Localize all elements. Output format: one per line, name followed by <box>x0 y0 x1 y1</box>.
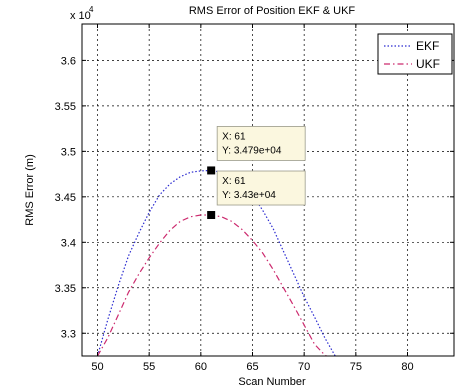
series-line-ekf <box>96 169 336 356</box>
y-tick-label: 3.55 <box>55 101 76 113</box>
y-tick-label: 3.4 <box>61 237 76 249</box>
y-tick-label: 3.5 <box>61 146 76 158</box>
y-exponent-label: x 10 <box>70 10 91 22</box>
x-tick-label: 80 <box>401 361 413 373</box>
datatip-marker <box>207 211 216 220</box>
x-tick-label: 50 <box>91 361 103 373</box>
x-tick-label: 60 <box>195 361 207 373</box>
legend-box <box>377 33 453 75</box>
datatip-layer: X: 61 Y: 3.479e+04 X: 61 Y: 3.43e+04 <box>207 126 306 220</box>
datatip-box <box>216 170 306 206</box>
datatip-x-label: X: 61 <box>222 176 246 187</box>
legend-label-ukf: UKF <box>416 57 440 71</box>
y-tick-label: 3.35 <box>55 283 76 295</box>
datatip-box <box>216 126 306 161</box>
axes-box <box>81 23 455 357</box>
y-tick-label: 3.45 <box>55 192 76 204</box>
datatip-x-label: X: 61 <box>222 131 246 142</box>
datatip-y-label: Y: 3.43e+04 <box>222 190 276 201</box>
x-tick-label: 55 <box>143 361 155 373</box>
x-tick-label: 65 <box>246 361 258 373</box>
legend: EKF UKF <box>377 33 453 75</box>
legend-label-ekf: EKF <box>416 39 439 53</box>
y-tick-label: 3.3 <box>61 328 76 340</box>
x-tick-label: 70 <box>298 361 310 373</box>
datatip-marker <box>207 166 216 175</box>
datatip-y-label: Y: 3.479e+04 <box>222 145 282 156</box>
y-tick-label: 3.6 <box>61 55 76 67</box>
y-axis-label: RMS Error (m) <box>24 154 36 226</box>
tick-layer: 50 55 60 65 70 75 80 3.3 3.35 3.4 3.45 3.5 3.55 3.6 <box>55 24 454 373</box>
x-axis-label: Scan Number <box>238 376 306 388</box>
y-exponent-power: 4 <box>89 5 94 14</box>
x-tick-label: 75 <box>350 361 362 373</box>
chart-title: RMS Error of Position EKF & UKF <box>189 5 356 17</box>
series-layer <box>96 169 336 356</box>
